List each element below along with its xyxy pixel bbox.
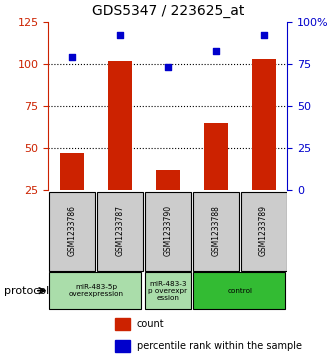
Text: GSM1233788: GSM1233788 <box>211 205 220 256</box>
Point <box>165 65 170 70</box>
Text: percentile rank within the sample: percentile rank within the sample <box>137 341 302 351</box>
Bar <box>115 318 130 330</box>
Bar <box>252 59 275 191</box>
Text: miR-483-3
p overexpr
ession: miR-483-3 p overexpr ession <box>149 281 187 301</box>
Text: protocol: protocol <box>4 286 49 295</box>
FancyBboxPatch shape <box>145 272 191 309</box>
Point <box>70 54 75 60</box>
Text: GSM1233787: GSM1233787 <box>116 205 125 256</box>
Text: GSM1233786: GSM1233786 <box>68 205 77 256</box>
Bar <box>204 123 228 191</box>
Title: GDS5347 / 223625_at: GDS5347 / 223625_at <box>92 4 244 18</box>
Text: control: control <box>227 287 252 294</box>
Text: count: count <box>137 319 165 329</box>
Bar <box>156 170 180 191</box>
Point <box>261 33 266 38</box>
Text: GSM1233789: GSM1233789 <box>259 205 268 256</box>
FancyBboxPatch shape <box>241 192 286 270</box>
Bar <box>60 153 84 191</box>
Bar <box>108 61 132 191</box>
Point <box>213 48 218 53</box>
Text: GSM1233790: GSM1233790 <box>164 205 172 256</box>
FancyBboxPatch shape <box>49 272 141 309</box>
FancyBboxPatch shape <box>193 272 285 309</box>
Point <box>118 33 123 38</box>
FancyBboxPatch shape <box>97 192 143 270</box>
Bar <box>115 339 130 352</box>
FancyBboxPatch shape <box>145 192 191 270</box>
FancyBboxPatch shape <box>49 192 95 270</box>
FancyBboxPatch shape <box>193 192 239 270</box>
Text: miR-483-5p
overexpression: miR-483-5p overexpression <box>69 284 124 297</box>
